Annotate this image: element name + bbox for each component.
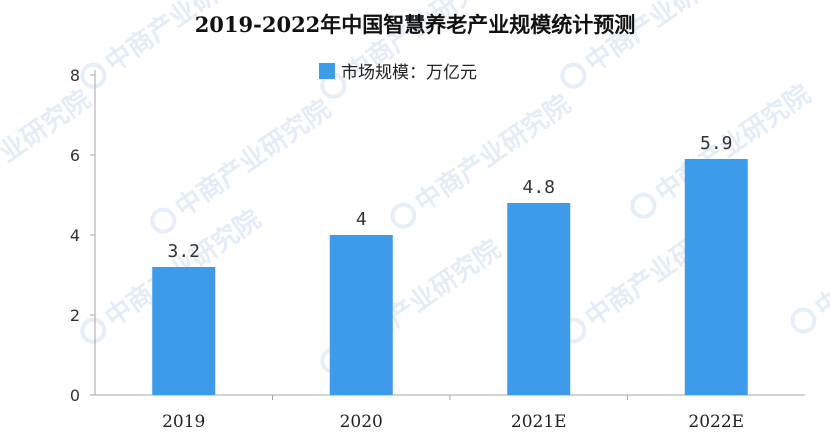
bar — [329, 235, 393, 395]
x-tick-label: 2019 — [162, 412, 205, 432]
watermark-text: 中商产业研究院 — [170, 94, 337, 224]
watermark-logo-icon — [790, 307, 817, 334]
legend: 市场规模：万亿元 — [319, 63, 477, 83]
x-tick-label: 2020 — [340, 412, 383, 432]
y-tick-label: 0 — [70, 386, 80, 405]
data-label: 4 — [356, 209, 367, 230]
chart-title: 2019-2022年中国智慧养老产业规模统计预测 — [195, 12, 636, 37]
y-tick-label: 2 — [70, 306, 80, 325]
x-tick-label: 2021E — [511, 412, 567, 432]
y-tick-label: 6 — [70, 146, 80, 165]
watermark-logo-icon — [630, 192, 657, 219]
watermark: 中商产业研究院 — [0, 84, 96, 214]
bar — [507, 203, 571, 395]
bars — [152, 159, 748, 395]
data-label: 4.8 — [522, 177, 555, 198]
y-tick-label: 4 — [70, 226, 80, 245]
data-label: 5.9 — [700, 133, 733, 154]
watermark-logo-icon — [560, 62, 587, 89]
legend-swatch — [319, 63, 335, 79]
x-tick-label: 2022E — [688, 412, 744, 432]
watermark-text: 中商产业研究院 — [810, 194, 830, 324]
data-labels: 3.2 4 4.8 5.9 — [167, 133, 732, 262]
watermark-logo-icon — [390, 202, 417, 229]
y-tick-label: 8 — [70, 66, 80, 85]
watermark: 中商产业研究院 — [790, 194, 830, 334]
data-label: 3.2 — [167, 241, 200, 262]
watermark-logo-icon — [80, 62, 107, 89]
bar — [684, 159, 748, 395]
watermark-logo-icon — [150, 207, 177, 234]
watermark-text: 中商产业研究院 — [0, 84, 96, 214]
bar — [152, 267, 216, 395]
watermark-text: 中商产业研究院 — [410, 89, 577, 219]
legend-label: 市场规模：万亿元 — [341, 63, 477, 83]
watermark-logo-icon — [80, 317, 107, 344]
